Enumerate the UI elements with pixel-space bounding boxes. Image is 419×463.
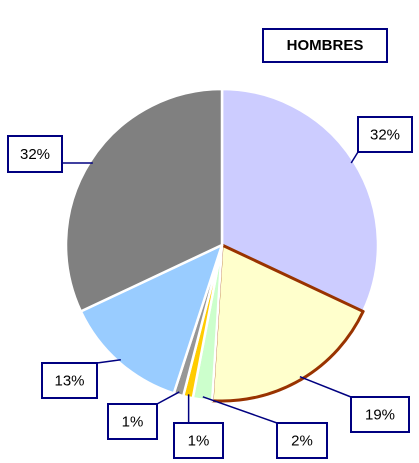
data-label: 1% xyxy=(122,413,144,430)
data-label: 19% xyxy=(365,406,395,423)
label-box xyxy=(357,116,413,153)
title-box xyxy=(262,28,388,63)
pie-slice xyxy=(220,87,380,313)
data-label: 13% xyxy=(54,372,84,389)
leader-line xyxy=(299,375,352,398)
label-box xyxy=(276,422,328,459)
pie-slice xyxy=(64,87,224,313)
chart-title: HOMBRES xyxy=(287,37,364,54)
leader-line xyxy=(156,391,180,405)
data-label: 32% xyxy=(370,126,400,143)
data-label: 32% xyxy=(20,146,50,163)
leader-line xyxy=(202,396,278,424)
label-box xyxy=(41,362,98,399)
label-box xyxy=(350,396,410,433)
leader-line xyxy=(350,151,359,164)
label-box xyxy=(173,422,224,459)
pie-slice xyxy=(210,243,365,403)
data-label: 2% xyxy=(291,432,313,449)
label-box xyxy=(7,135,63,173)
data-label: 1% xyxy=(188,432,210,449)
pie-slice xyxy=(79,243,224,395)
leader-line xyxy=(96,359,121,364)
label-box xyxy=(107,403,158,440)
